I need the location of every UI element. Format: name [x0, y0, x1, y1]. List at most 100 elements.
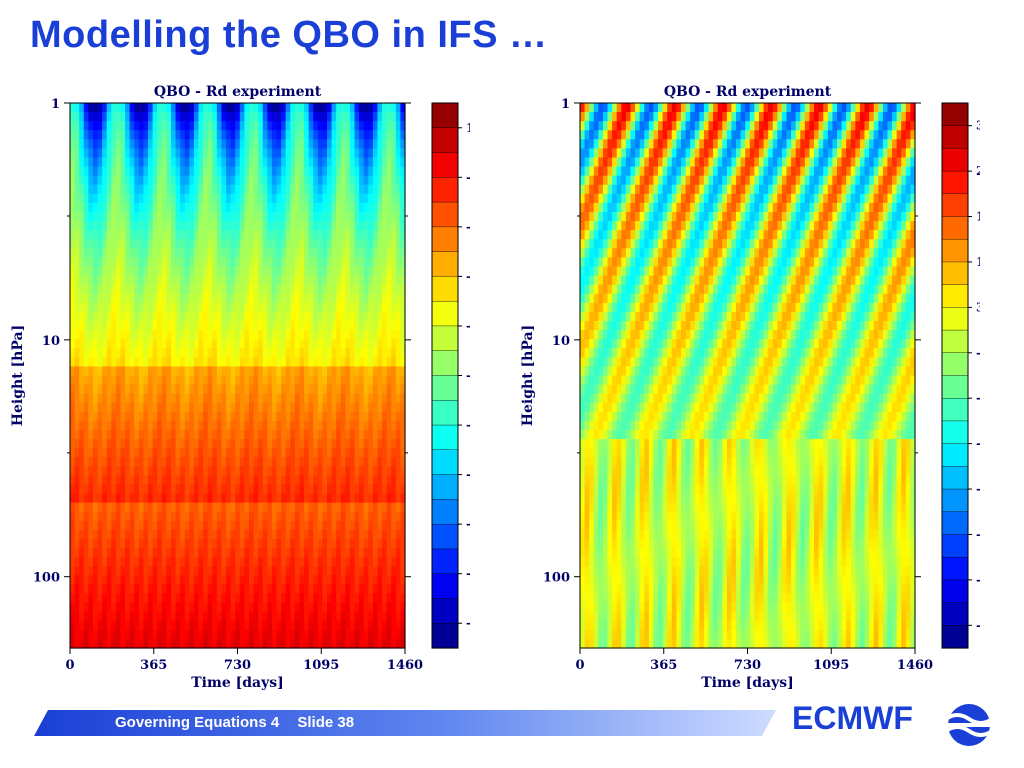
heatmap-cell	[791, 112, 797, 122]
heatmap-cell	[221, 175, 227, 186]
heatmap-cell	[377, 566, 383, 576]
heatmap-cell	[97, 584, 103, 595]
heatmap-cell	[230, 103, 236, 113]
heatmap-cell	[400, 575, 406, 586]
heatmap-cell	[203, 548, 209, 558]
heatmap-cell	[207, 230, 213, 240]
heatmap-cell	[180, 493, 186, 504]
heatmap-cell	[239, 439, 245, 449]
heatmap-cell	[717, 157, 723, 168]
heatmap-cell	[809, 103, 815, 113]
heatmap-cell	[322, 529, 328, 540]
heatmap-cell	[134, 293, 140, 304]
heatmap-cell	[97, 311, 103, 322]
heatmap-cell	[395, 375, 402, 386]
heatmap-cell	[129, 557, 135, 567]
heatmap-cell	[363, 502, 369, 513]
heatmap-cell	[593, 103, 599, 113]
heatmap-cell	[271, 357, 278, 368]
heatmap-cell	[216, 348, 223, 358]
heatmap-cell	[336, 411, 342, 422]
heatmap-cell	[166, 257, 172, 268]
heatmap-cell	[359, 439, 365, 449]
heatmap-cell	[616, 157, 622, 168]
colorbar-bin	[431, 102, 459, 129]
heatmap-cell	[129, 402, 135, 413]
heatmap-cell	[152, 430, 158, 440]
heatmap-cell	[88, 430, 94, 440]
heatmap-cell	[299, 384, 305, 395]
heatmap-cell	[88, 620, 94, 631]
heatmap-cell	[189, 230, 195, 240]
heatmap-cell	[115, 103, 122, 113]
heatmap-cell	[855, 139, 861, 150]
heatmap-cell	[120, 375, 126, 386]
heatmap-cell	[680, 148, 687, 159]
heatmap-cell	[102, 584, 108, 595]
heatmap-cell	[267, 638, 273, 649]
heatmap-cell	[395, 411, 402, 422]
heatmap-cell	[125, 184, 131, 195]
heatmap-cell	[226, 557, 232, 567]
heatmap-cell	[221, 366, 227, 377]
heatmap-cell	[345, 484, 351, 495]
heatmap-cell	[253, 593, 259, 604]
heatmap-cell	[359, 266, 365, 277]
heatmap-cell	[382, 302, 388, 313]
heatmap-cell	[92, 212, 99, 222]
heatmap-cell	[106, 566, 112, 576]
heatmap-cell	[230, 620, 236, 631]
heatmap-cell	[230, 484, 236, 495]
heatmap-cell	[134, 520, 140, 531]
heatmap-cell	[395, 130, 402, 140]
heatmap-cell	[120, 520, 126, 531]
heatmap-cell	[207, 266, 213, 277]
heatmap-cell	[873, 121, 879, 131]
heatmap-cell	[313, 393, 319, 404]
heatmap-cell	[70, 439, 76, 449]
heatmap-cell	[152, 384, 158, 395]
heatmap-cell	[152, 293, 158, 304]
heatmap-cell	[193, 529, 200, 540]
heatmap-cell	[70, 420, 76, 431]
heatmap-cell	[157, 393, 163, 404]
heatmap-cell	[285, 430, 291, 440]
chart-title: QBO - Rd experiment	[154, 84, 322, 100]
heatmap-cell	[193, 520, 200, 531]
heatmap-cell	[832, 121, 838, 131]
heatmap-cell	[258, 584, 264, 595]
heatmap-cell	[70, 139, 76, 150]
heatmap-cell	[354, 148, 360, 159]
heatmap-cell	[304, 611, 310, 622]
heatmap-cell	[226, 321, 232, 331]
heatmap-cell	[70, 448, 76, 458]
heatmap-cell	[336, 629, 342, 640]
heatmap-cells	[70, 103, 406, 649]
heatmap-cell	[584, 103, 590, 113]
heatmap-cell	[290, 348, 296, 358]
heatmap-cell	[589, 103, 595, 113]
heatmap-cell	[290, 112, 296, 122]
colorbar-bin	[431, 226, 459, 253]
heatmap-cell	[221, 239, 227, 249]
heatmap-cell	[230, 357, 236, 368]
heatmap-cell	[152, 557, 158, 567]
heatmap-cell	[745, 148, 751, 159]
heatmap-cell	[120, 484, 126, 495]
heatmap-cell	[345, 202, 351, 213]
heatmap-cell	[120, 557, 126, 567]
heatmap-cell	[658, 139, 664, 150]
heatmap-cell	[304, 184, 310, 195]
heatmap-cell	[74, 457, 80, 467]
heatmap-cell	[671, 112, 677, 122]
heatmap-cell	[299, 293, 305, 304]
heatmap-cell	[267, 593, 273, 604]
heatmap-cell	[74, 103, 80, 113]
heatmap-cell	[313, 275, 319, 286]
heatmap-cell	[336, 230, 342, 240]
heatmap-cell	[391, 375, 397, 386]
heatmap-cell	[294, 402, 301, 413]
heatmap-cell	[226, 103, 232, 113]
heatmap-cell	[198, 148, 204, 159]
heatmap-cell	[221, 311, 227, 322]
